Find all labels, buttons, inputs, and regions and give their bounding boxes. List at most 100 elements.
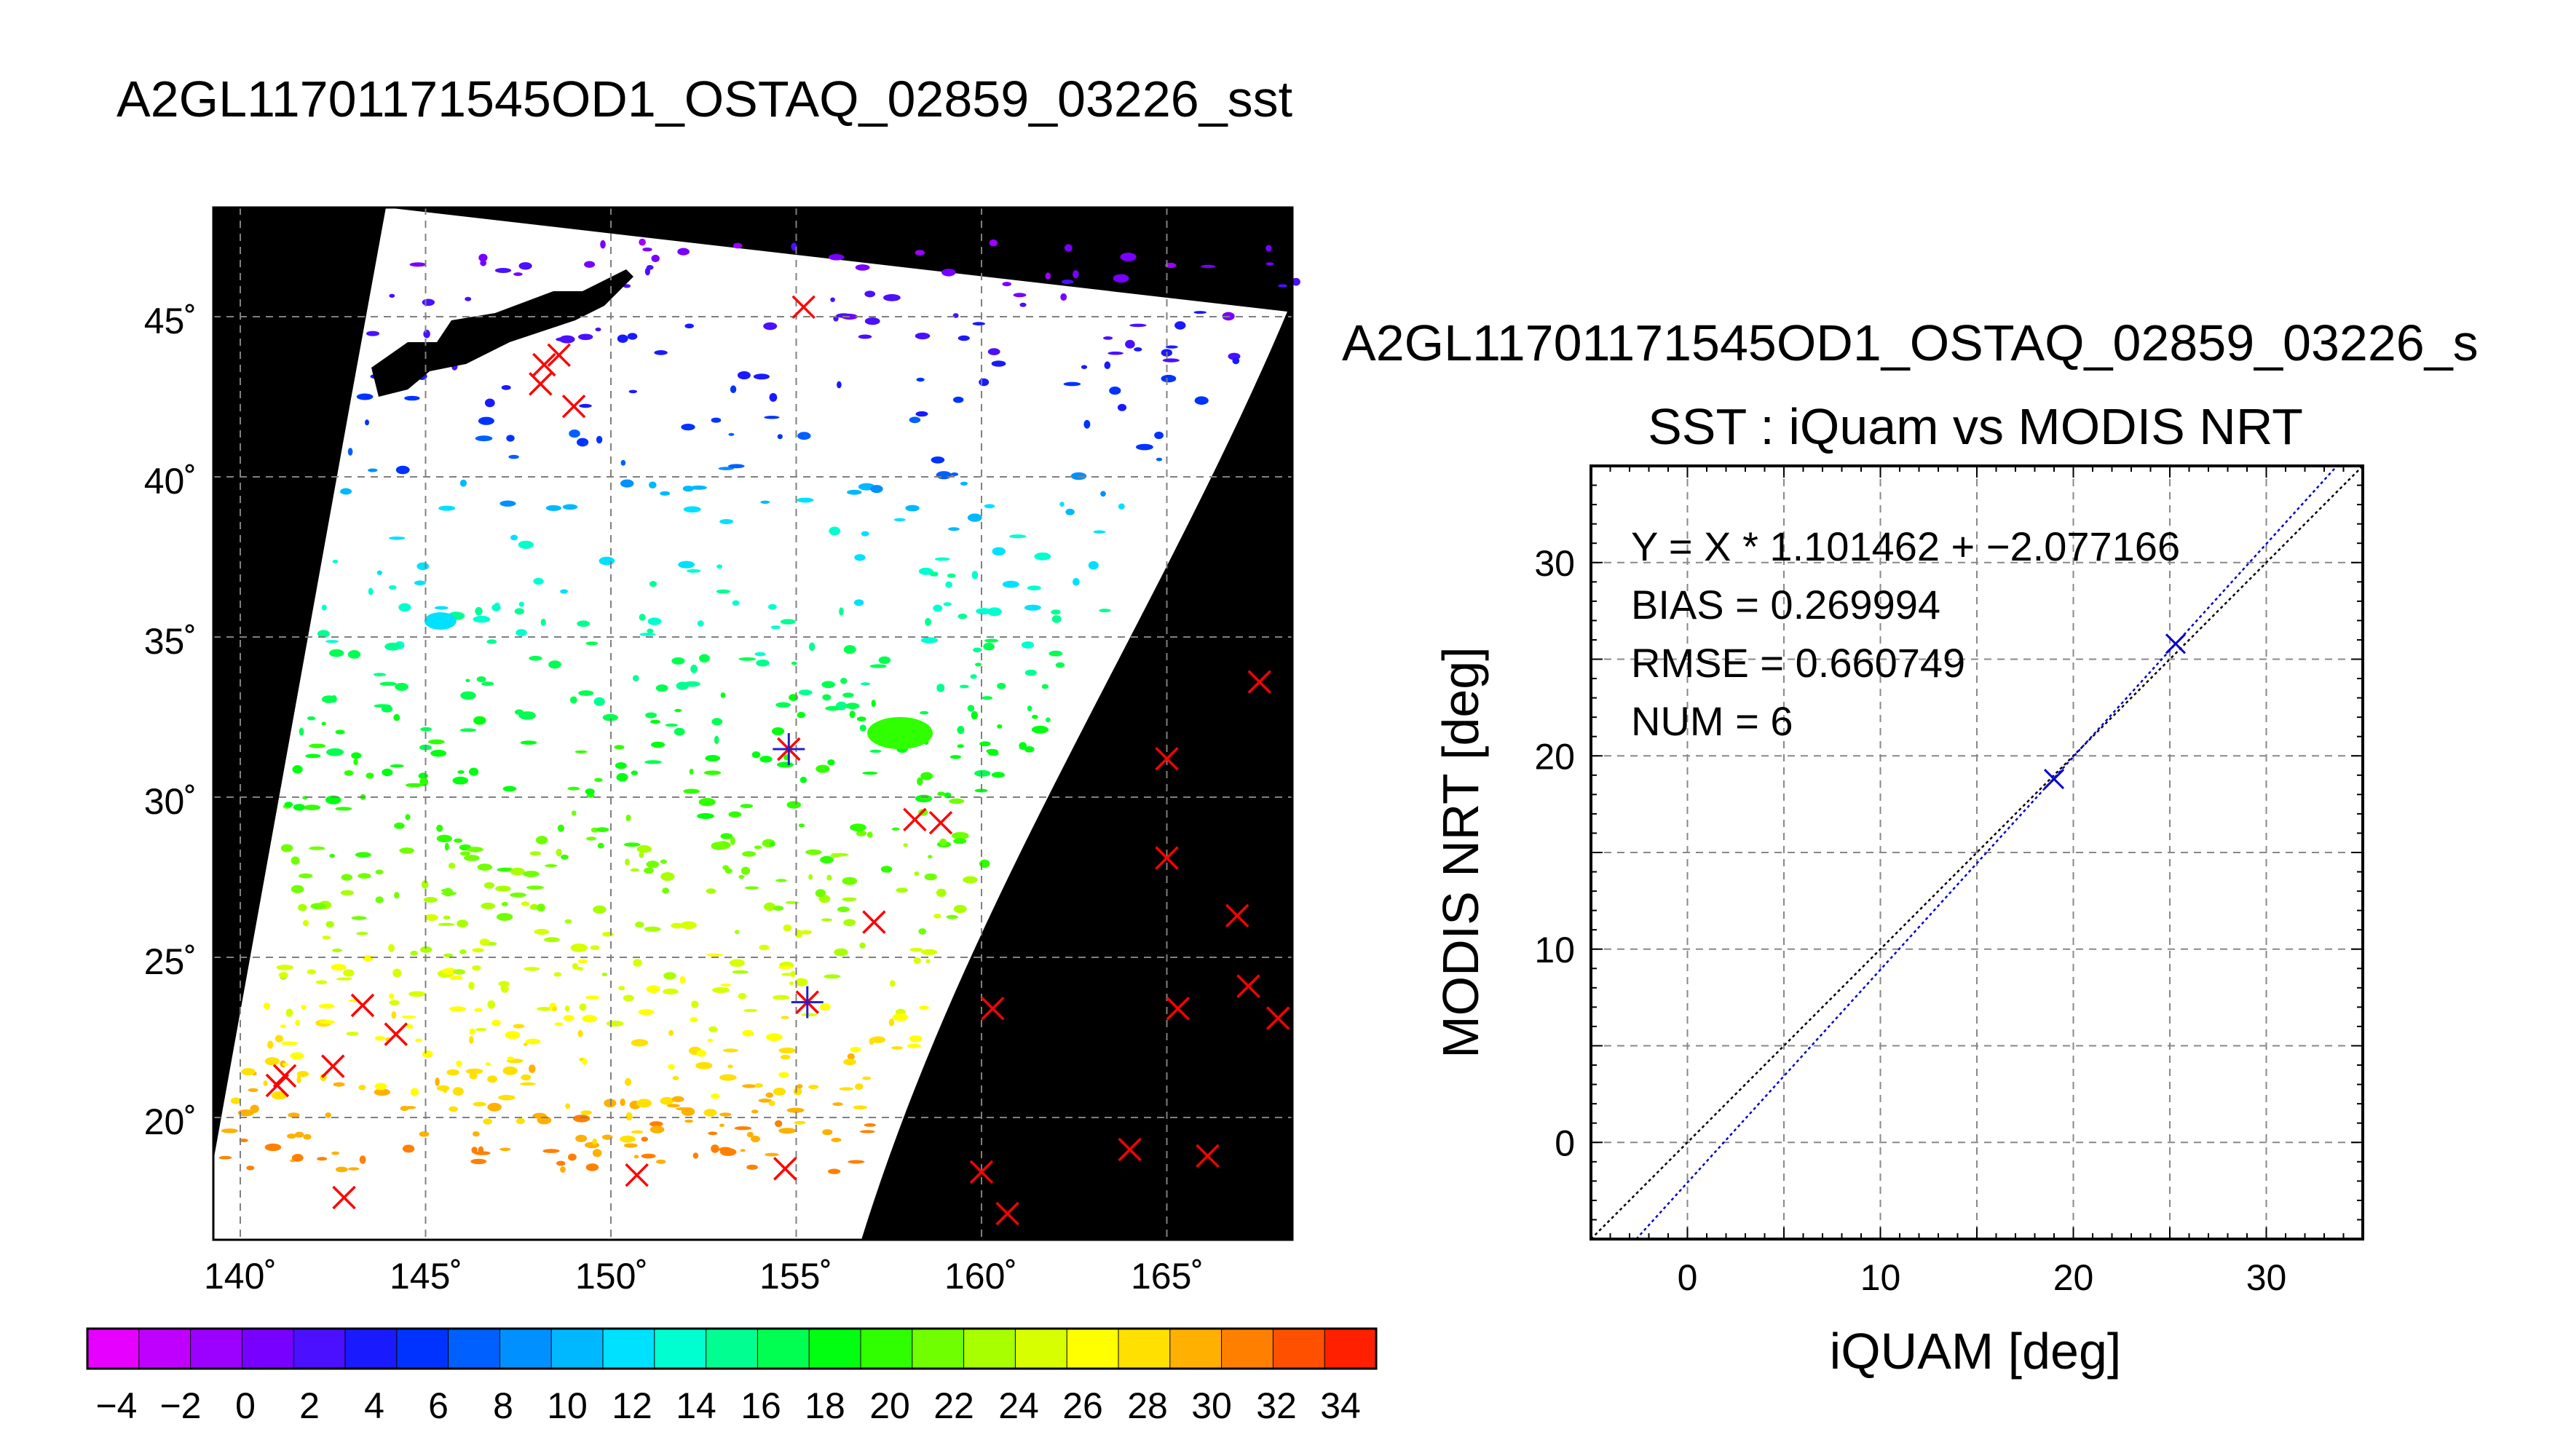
sst-patch — [525, 1038, 541, 1045]
sst-patch — [647, 628, 654, 633]
sst-patch — [727, 1064, 733, 1069]
sst-patch — [1024, 604, 1041, 611]
sst-patch — [909, 1035, 923, 1042]
sst-patch — [469, 767, 479, 776]
sst-patch — [291, 885, 304, 893]
sst-patch — [366, 772, 374, 779]
sst-patch — [467, 847, 483, 852]
sst-patch — [459, 851, 471, 856]
sst-patch — [529, 1064, 536, 1073]
sst-patch — [649, 1121, 663, 1127]
sst-patch — [494, 268, 512, 273]
sst-patch — [893, 518, 906, 522]
sst-patch — [623, 1143, 638, 1148]
sst-patch — [1088, 561, 1099, 570]
iquam-marker-stroke — [1166, 997, 1190, 1021]
sst-patch — [436, 824, 443, 832]
sst-patch — [987, 348, 1000, 355]
sst-patch — [639, 633, 656, 636]
sst-patch — [293, 804, 306, 811]
sst-patch — [979, 741, 991, 747]
sst-patch — [864, 290, 876, 298]
sst-patch — [542, 1149, 560, 1153]
iquam-marker — [529, 372, 553, 396]
sst-patch — [579, 1003, 587, 1011]
iquam-marker — [1196, 1144, 1220, 1168]
sst-patch — [506, 435, 515, 442]
sst-patch — [971, 571, 979, 579]
sst-patch — [318, 1003, 335, 1009]
sst-patch — [376, 570, 382, 575]
sst-patch — [480, 259, 487, 266]
sst-patch — [402, 1144, 415, 1153]
sst-patch — [772, 994, 790, 1000]
sst-patch — [520, 740, 537, 745]
sst-patch — [960, 481, 968, 486]
sst-patch — [825, 705, 841, 711]
sst-patch — [772, 727, 785, 735]
sst-patch — [473, 615, 491, 623]
sst-patch — [660, 491, 671, 496]
sst-patch — [983, 642, 995, 651]
sst-patch — [768, 1100, 775, 1107]
sst-patch — [577, 959, 588, 964]
sst-patch — [472, 948, 485, 953]
sst-patch — [867, 717, 933, 749]
sst-patch — [1081, 365, 1088, 370]
sst-patch — [781, 1016, 789, 1019]
sst-patch — [936, 471, 952, 480]
sst-patch — [859, 942, 866, 949]
iquam-marker — [1265, 1006, 1290, 1030]
sst-patch — [623, 842, 641, 847]
sst-patch — [737, 371, 751, 380]
sst-patch — [473, 716, 486, 725]
sst-patch — [601, 973, 608, 976]
sst-patch — [677, 248, 690, 256]
sst-patch — [475, 606, 483, 616]
colorbar-tick: 0 — [235, 1385, 256, 1426]
sst-patch — [683, 681, 700, 687]
sst-patch — [305, 753, 321, 759]
colorbar-tick: 32 — [1256, 1385, 1297, 1426]
sst-patch — [754, 845, 762, 850]
sst-patch — [773, 906, 784, 911]
sst-patch — [719, 1123, 724, 1128]
sst-patch — [388, 943, 395, 953]
sst-patch — [775, 1120, 783, 1128]
iquam-marker-stroke — [1247, 670, 1271, 694]
sst-patch — [649, 1125, 665, 1133]
sst-patch — [967, 513, 982, 522]
sst-patch — [751, 1109, 759, 1114]
sst-patch — [459, 728, 477, 732]
sst-patch — [388, 585, 397, 590]
sst-patch — [518, 711, 536, 720]
sst-patch — [570, 943, 588, 952]
sst-patch — [521, 901, 530, 906]
sst-patch — [405, 814, 411, 820]
sst-patch — [580, 1110, 593, 1115]
sst-patch — [597, 842, 604, 849]
colorbar-tick: 34 — [1320, 1385, 1361, 1426]
colorbar-cell — [1169, 1328, 1223, 1369]
sst-patch — [468, 981, 475, 990]
y-tick-label: 0 — [1555, 1123, 1575, 1163]
sst-patch — [584, 1142, 600, 1149]
sst-patch — [444, 842, 449, 851]
lon-tick-160: 160˚ — [944, 1256, 1017, 1297]
sst-patch — [756, 659, 770, 667]
sst-patch — [384, 642, 401, 651]
sst-patch — [575, 1134, 588, 1142]
sst-patch — [903, 843, 908, 847]
lon-tick-140: 140˚ — [204, 1256, 277, 1297]
sst-patch — [633, 959, 642, 967]
sst-patch — [805, 849, 822, 855]
sst-patch — [321, 721, 326, 726]
sst-patch — [573, 1115, 591, 1123]
sst-patch — [920, 772, 933, 780]
sst-patch — [291, 1154, 304, 1162]
sst-patch — [577, 620, 590, 628]
sst-patch — [728, 464, 745, 469]
sst-patch — [711, 842, 727, 850]
sst-patch — [1031, 725, 1049, 734]
sst-patch — [915, 250, 925, 256]
